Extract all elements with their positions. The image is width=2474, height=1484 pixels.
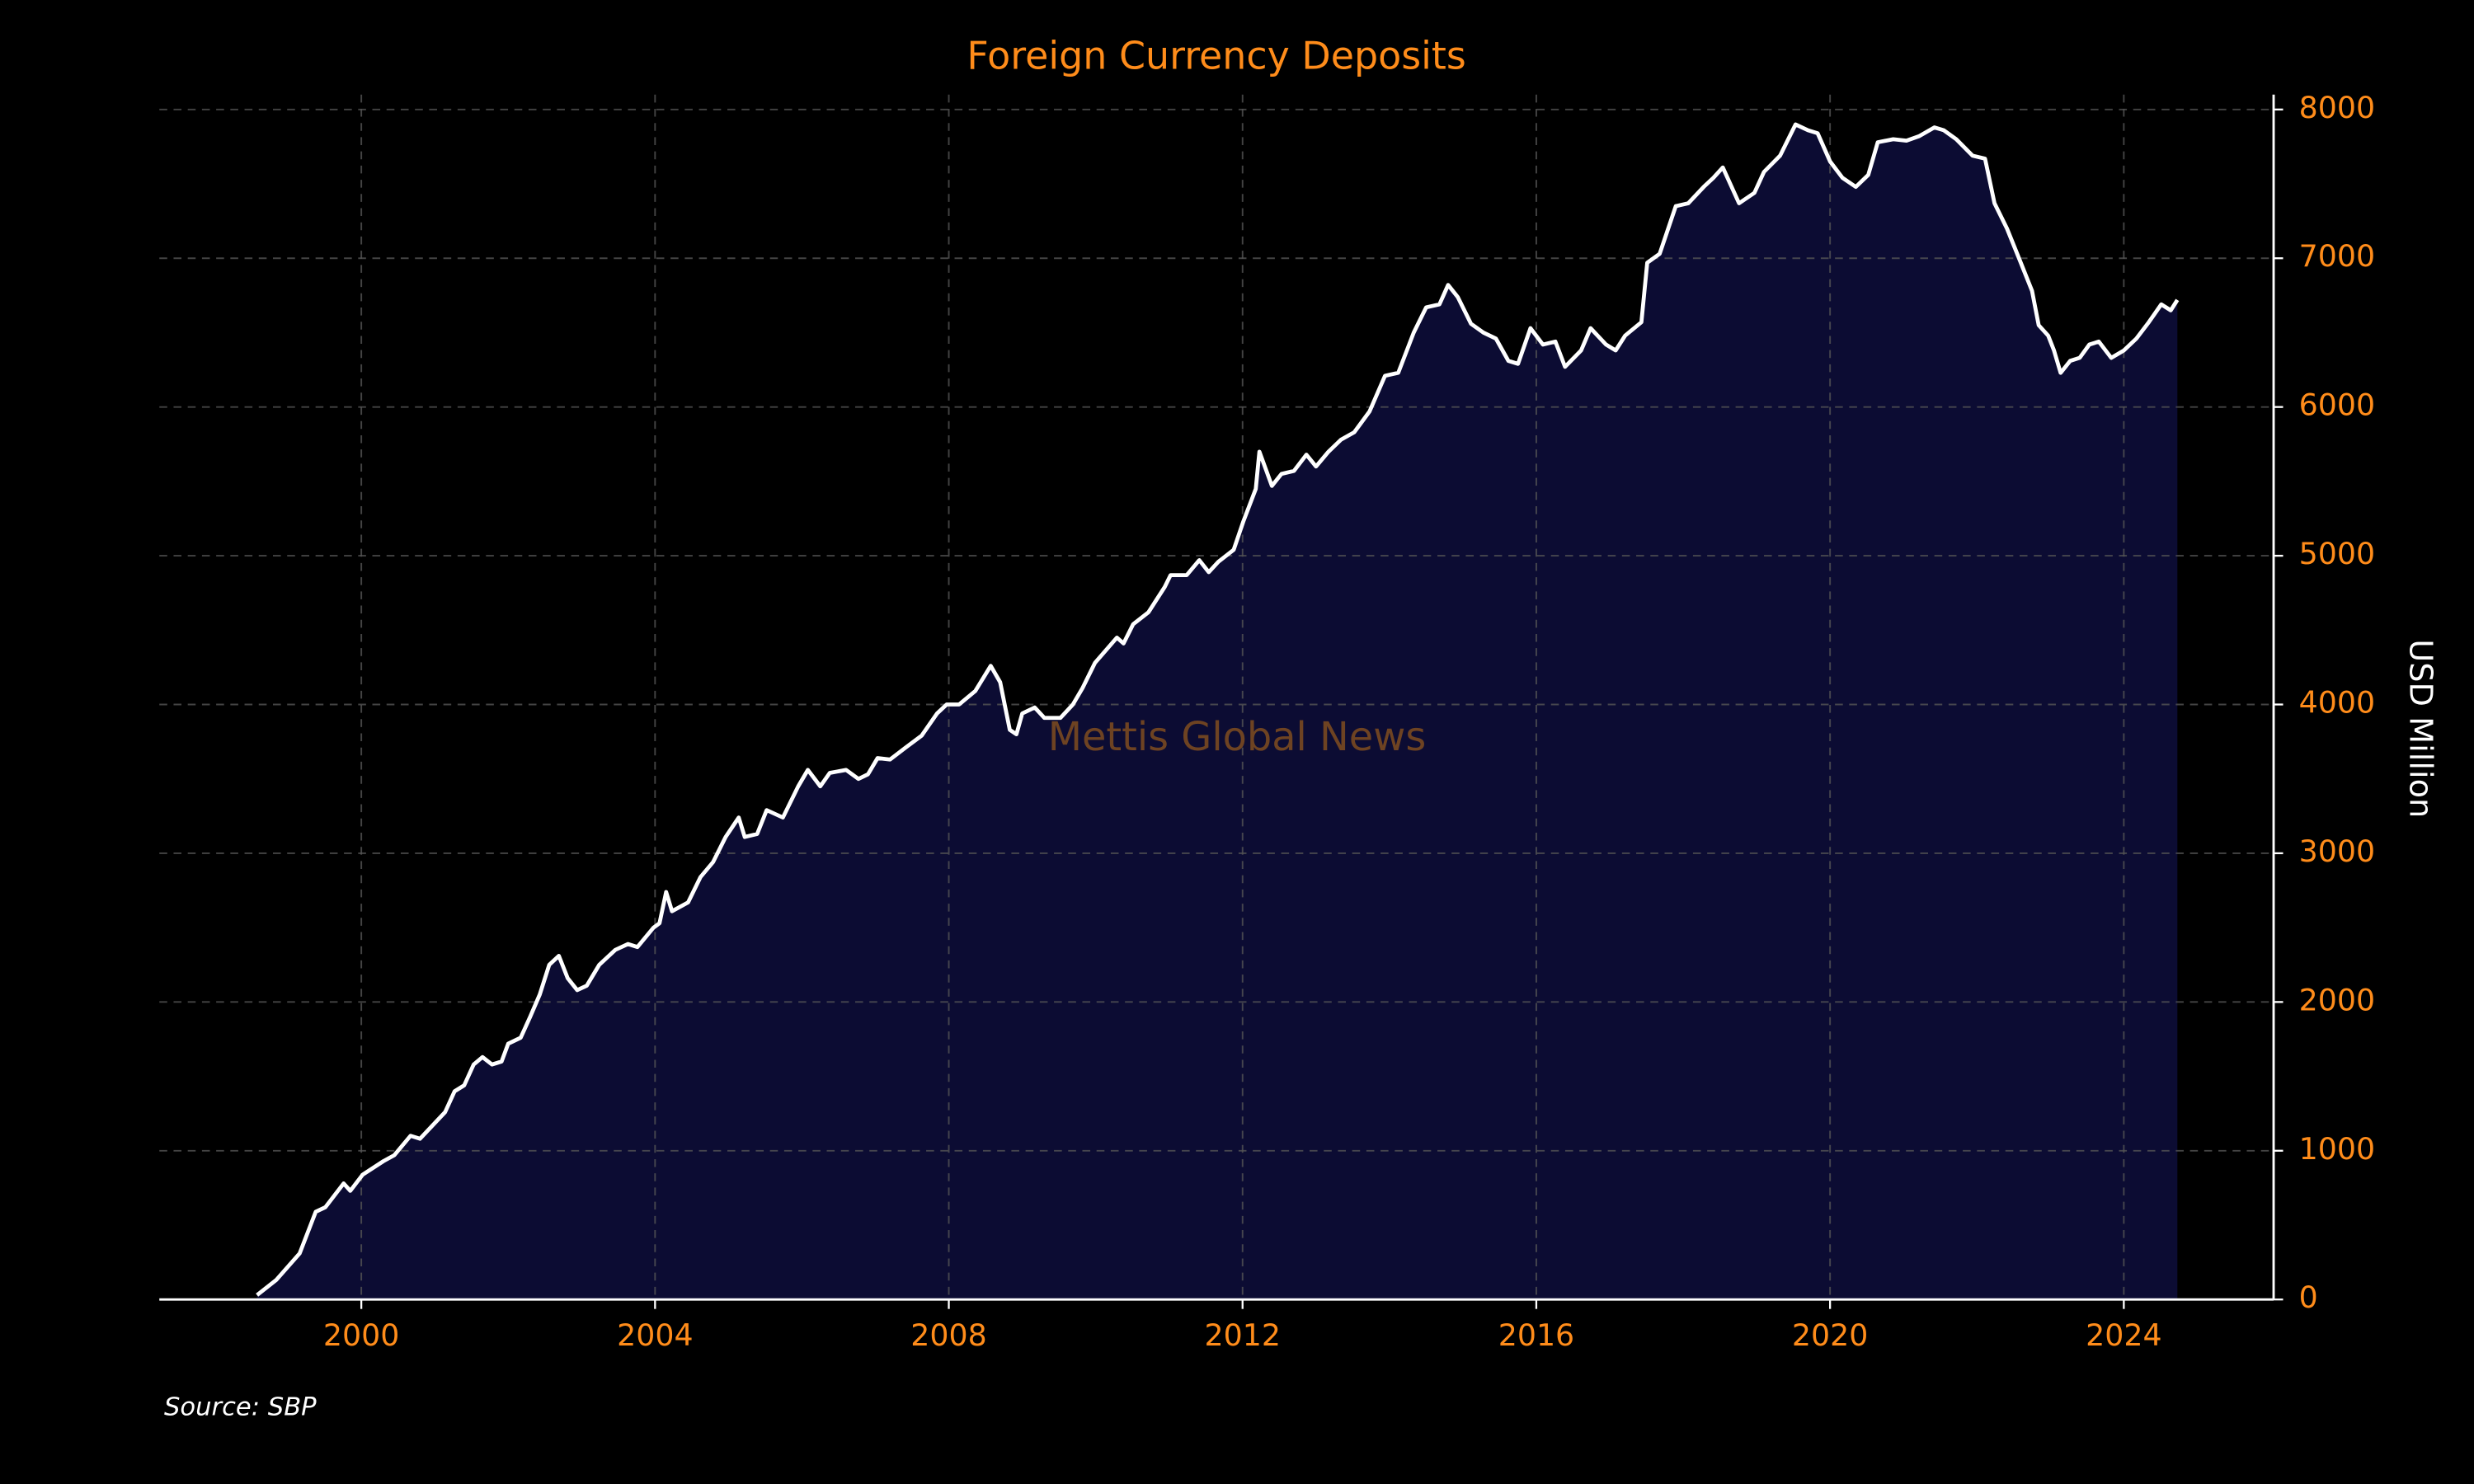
y-tick-label: 6000 [2299, 387, 2375, 423]
line [256, 122, 2180, 1297]
x-tick-label: 2008 [910, 1317, 986, 1353]
y-tick-label: 2000 [2299, 982, 2375, 1017]
chart-title: Foreign Currency Deposits [967, 33, 1465, 77]
y-tick-label: 1000 [2299, 1131, 2375, 1167]
x-tick-label: 2020 [1792, 1317, 1868, 1353]
y-tick-label: 8000 [2299, 90, 2375, 125]
y-tick-label: 5000 [2299, 536, 2375, 571]
x-tick-label: 2012 [1205, 1317, 1281, 1353]
x-tick-label: 2016 [1498, 1317, 1574, 1353]
x-tick-label: 2000 [323, 1317, 399, 1353]
x-tick-label: 2024 [2086, 1317, 2161, 1353]
y-tick-label: 3000 [2299, 834, 2375, 869]
source-note: Source: SBP [164, 1393, 317, 1422]
y-tick-label: 4000 [2299, 685, 2375, 721]
y-tick-label: 7000 [2299, 238, 2375, 274]
y-tick-label: 0 [2299, 1280, 2318, 1315]
watermark: Mettis Global News [1048, 715, 1427, 760]
area [256, 124, 2178, 1300]
x-tick-label: 2004 [617, 1317, 693, 1353]
y-axis-label: USD Million [2402, 639, 2439, 818]
